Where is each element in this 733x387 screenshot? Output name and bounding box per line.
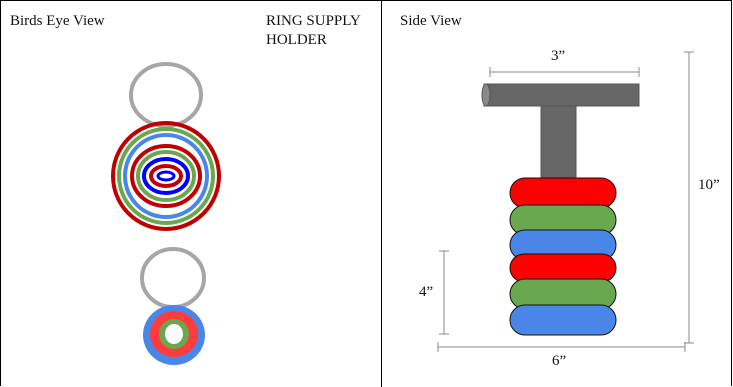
bottom-dimension-label: 6” bbox=[552, 352, 566, 370]
side-view-group bbox=[438, 52, 694, 352]
stack-ring-red-1 bbox=[510, 178, 616, 208]
bottom-center-hole bbox=[165, 324, 183, 344]
birds-eye-view-group bbox=[113, 64, 219, 365]
post-crossbar bbox=[484, 84, 639, 106]
lower-dimension-label: 4” bbox=[419, 283, 433, 301]
concentric-ring-1 bbox=[113, 123, 219, 229]
top-outline-circle bbox=[131, 64, 201, 126]
crossbar-end-cap bbox=[482, 84, 490, 106]
concentric-ring-8 bbox=[158, 172, 174, 180]
stack-ring-red-2 bbox=[510, 254, 616, 282]
post-vertical bbox=[541, 104, 576, 184]
stack-ring-blue-2 bbox=[510, 305, 616, 335]
lower-outline-circle bbox=[142, 249, 204, 307]
height-dimension-label: 10” bbox=[698, 176, 720, 194]
top-dimension-label: 3” bbox=[551, 47, 565, 65]
concentric-ring-7 bbox=[151, 166, 181, 186]
